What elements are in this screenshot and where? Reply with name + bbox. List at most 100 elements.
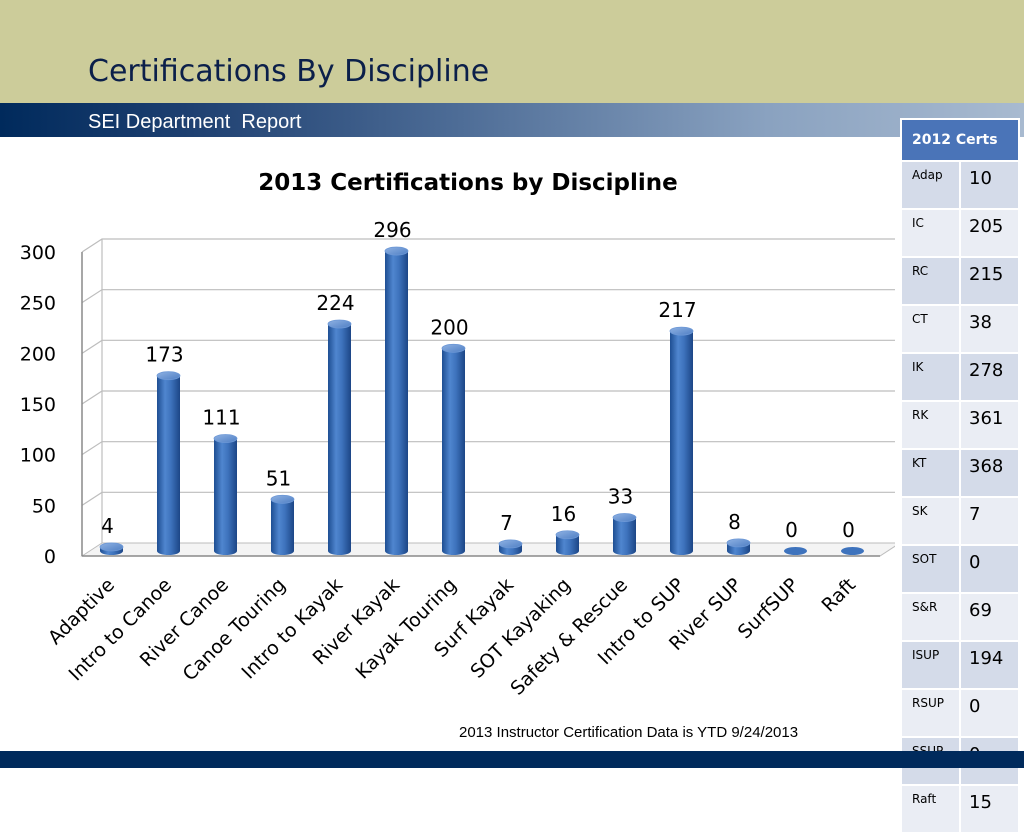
table-cell-code: IK	[900, 352, 961, 402]
x-tick-label: Kayak Touring	[351, 574, 461, 684]
table-row: IK 278	[900, 352, 1020, 402]
x-tick-label: Raft	[817, 574, 860, 617]
table-cell-code: S&R	[900, 592, 961, 642]
chart-gridlines	[80, 238, 895, 557]
gridline	[81, 441, 895, 456]
bar-cap	[726, 538, 751, 548]
bar-cap	[384, 246, 409, 256]
table-cell-code: SOT	[900, 544, 961, 594]
table-cell-code: SK	[900, 496, 961, 546]
bar	[156, 371, 181, 555]
bar-cap	[498, 539, 523, 549]
bar-cap	[612, 513, 637, 522]
data-label: 173	[145, 343, 183, 367]
data-label: 4	[101, 514, 114, 538]
footnote: 2013 Instructor Certification Data is YT…	[459, 724, 799, 741]
table-cell-code: RC	[900, 256, 961, 306]
table-cell-value: 15	[959, 784, 1020, 834]
table-cell-code: IC	[900, 208, 961, 258]
bar-body	[328, 324, 351, 555]
bar-body	[442, 348, 465, 555]
data-label: 296	[373, 218, 411, 242]
chart-title: 2013 Certifications by Discipline	[258, 170, 678, 196]
chart-floor	[80, 542, 895, 557]
y-tick-label: 250	[20, 293, 56, 315]
footer-band	[0, 751, 1024, 768]
table-cell-value: 38	[959, 304, 1020, 354]
table-row: RSUP 0	[900, 688, 1020, 738]
chart-axes	[81, 239, 880, 557]
header-band	[0, 0, 1024, 103]
table-row: ISUP 194	[900, 640, 1020, 690]
table-cell-code: KT	[900, 448, 961, 498]
bar-cap	[213, 434, 238, 443]
table-row: RC 215	[900, 256, 1020, 306]
bar	[270, 494, 295, 555]
bar	[498, 539, 523, 555]
table-cell-value: 69	[959, 592, 1020, 642]
bar	[213, 434, 238, 555]
table-cell-value: 368	[959, 448, 1020, 498]
table-cell-code: Adap	[900, 160, 961, 210]
table-row: Raft 15	[900, 784, 1020, 834]
bar-cap	[784, 547, 807, 555]
table-header: 2012 Certs	[900, 118, 1020, 162]
table-cell-value: 10	[959, 160, 1020, 210]
data-label: 33	[608, 485, 633, 509]
bar-cap	[327, 319, 352, 329]
bar-body	[157, 375, 180, 555]
data-label: 51	[266, 466, 291, 490]
bar	[441, 343, 466, 555]
table-cell-value: 215	[959, 256, 1020, 306]
data-label: 16	[551, 502, 576, 526]
table-cell-code: ISUP	[900, 640, 961, 690]
bar-cap	[841, 547, 864, 555]
table-cell-value: 361	[959, 400, 1020, 450]
table-row: RK 361	[900, 400, 1020, 450]
data-label: 224	[316, 291, 354, 315]
data-label: 8	[728, 510, 741, 534]
table-row: IC 205	[900, 208, 1020, 258]
gridline	[81, 390, 895, 405]
table-cell-value: 0	[959, 688, 1020, 738]
bar	[669, 326, 694, 555]
y-tick-label: 50	[32, 495, 56, 517]
table-row: S&R 69	[900, 592, 1020, 642]
table-cell-code: RSUP	[900, 688, 961, 738]
y-tick-labels: 0 50 100 150 200 250 300	[20, 242, 56, 568]
bar-body	[556, 534, 579, 555]
table-cell-value: 278	[959, 352, 1020, 402]
table-cell-value: 194	[959, 640, 1020, 690]
bar-cap	[555, 530, 580, 540]
table-row: SK 7	[900, 496, 1020, 546]
table-cell-value: 205	[959, 208, 1020, 258]
bar-body	[613, 517, 636, 555]
data-label: 200	[430, 315, 468, 339]
certs-2012-table: 2012 Certs Adap 10 IC 205 RC 215 CT 38 IK 278 RK 36…	[900, 118, 1020, 834]
bar	[784, 547, 807, 555]
bar-body	[214, 438, 237, 555]
bar-cap	[99, 542, 124, 552]
data-label: 7	[500, 511, 513, 535]
bar-chart: 2013 Certifications by Discipline 0 50 100…	[20, 170, 895, 700]
bar	[99, 542, 124, 555]
y-tick-label: 100	[20, 445, 56, 467]
bar	[327, 319, 352, 555]
bar-cap	[669, 326, 694, 336]
table-row: SOT 0	[900, 544, 1020, 594]
bar	[612, 513, 637, 555]
table-row: Adap 10	[900, 160, 1020, 210]
table-cell-code: Raft	[900, 784, 961, 834]
bar-cap	[441, 343, 466, 353]
gridline	[81, 491, 895, 506]
bar-body	[385, 251, 408, 555]
y-tick-label: 300	[20, 242, 56, 264]
data-label: 111	[202, 406, 240, 430]
table-cell-code: CT	[900, 304, 961, 354]
slide-title: Certifications By Discipline	[88, 54, 490, 89]
x-tick-label: SurfSUP	[734, 574, 803, 643]
x-tick-label: Canoe Touring	[179, 574, 290, 685]
bar	[555, 530, 580, 555]
table-row: KT 368	[900, 448, 1020, 498]
